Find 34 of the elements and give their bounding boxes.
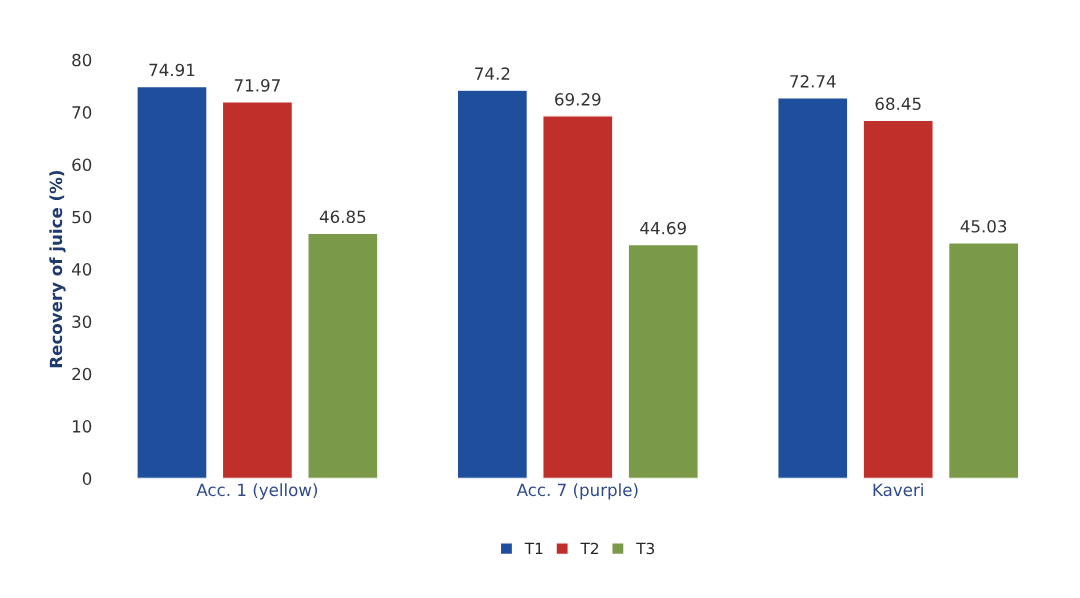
y-tick-label: 50 <box>72 210 92 224</box>
bar <box>221 101 294 479</box>
data-label: 46.85 <box>319 210 366 224</box>
bar <box>542 115 614 479</box>
y-tick-label: 20 <box>72 367 92 381</box>
bar <box>947 242 1020 479</box>
legend-label: T2 <box>580 542 599 554</box>
bar <box>777 97 849 479</box>
y-tick-label: 70 <box>72 106 92 119</box>
data-label: 74.2 <box>475 67 510 80</box>
bar <box>307 232 379 479</box>
y-tick-label: 10 <box>72 420 92 433</box>
x-tick-label: Acc. 7 (purple) <box>516 483 638 500</box>
y-axis-title: Recovery of juice (%) <box>49 170 66 368</box>
data-label: 74.91 <box>149 63 195 77</box>
x-tick-label: Kaveri <box>873 483 923 497</box>
legend-label: T1 <box>524 542 543 554</box>
y-tick-label: 60 <box>72 158 92 172</box>
legend-label: T3 <box>636 542 655 555</box>
data-label: 44.69 <box>640 221 686 235</box>
y-tick-label: 0 <box>82 472 92 485</box>
x-tick-label: Acc. 1 (yellow) <box>196 483 318 500</box>
bar <box>862 119 934 479</box>
data-label: 69.29 <box>555 93 601 106</box>
bar <box>136 85 208 479</box>
data-label: 45.03 <box>960 220 1007 233</box>
data-label: 72.74 <box>790 75 836 88</box>
y-tick-label: 40 <box>71 263 92 276</box>
bar <box>456 89 529 479</box>
data-label: 71.97 <box>234 79 280 92</box>
y-tick-label: 30 <box>72 315 92 328</box>
y-tick-label: 80 <box>72 53 92 67</box>
data-label: 68.45 <box>875 97 921 111</box>
bar <box>627 243 699 479</box>
